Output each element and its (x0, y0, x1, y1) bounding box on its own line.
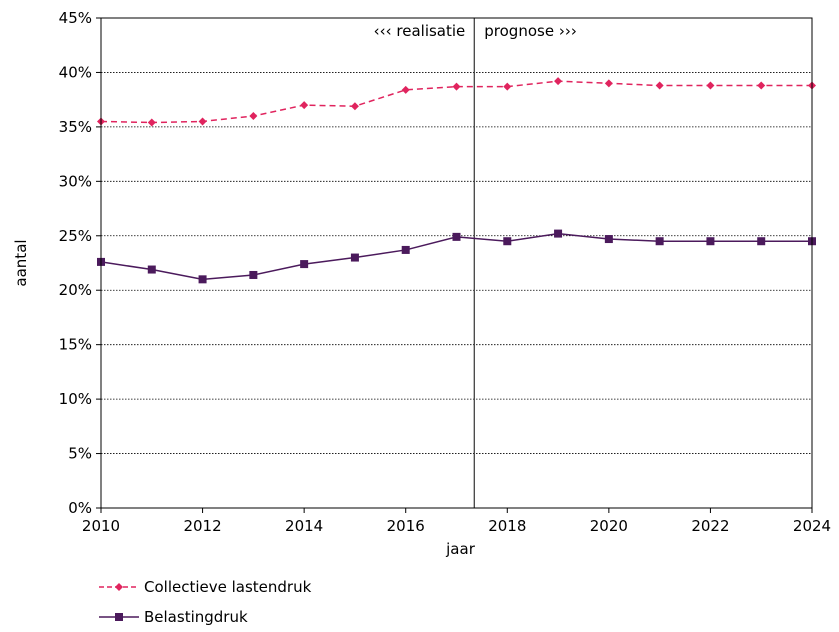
series-layer (97, 77, 816, 284)
x-tick-label: 2016 (387, 517, 425, 535)
data-point (452, 82, 461, 91)
x-tick-label: 2020 (590, 517, 628, 535)
y-tick-label: 25% (59, 227, 92, 245)
data-point (300, 101, 309, 110)
legend-item-collectieve-lastendruk: Collectieve lastendruk (98, 572, 311, 602)
data-point (401, 245, 410, 254)
x-tick-label: 2012 (183, 517, 221, 535)
data-point (147, 265, 156, 274)
data-point (198, 275, 207, 284)
data-point (604, 79, 613, 88)
y-tick-label: 30% (59, 172, 92, 190)
y-tick-label: 10% (59, 390, 92, 408)
y-tick-label: 20% (59, 281, 92, 299)
data-point (350, 253, 359, 262)
data-point (249, 270, 258, 279)
data-point (757, 81, 766, 90)
data-point (554, 229, 563, 238)
data-point (706, 81, 715, 90)
y-tick-label: 5% (68, 445, 92, 463)
legend-swatch-dashed-diamond (99, 583, 139, 591)
data-point (554, 77, 563, 86)
data-point (300, 260, 309, 269)
x-axis-title: jaar (445, 540, 476, 558)
y-tick-label: 45% (59, 9, 92, 27)
annotation-realisatie: ‹‹‹ realisatie (374, 22, 466, 40)
data-point (249, 112, 258, 120)
data-point (503, 82, 512, 91)
y-tick-label: 35% (59, 118, 92, 136)
annotation-prognose: prognose ››› (484, 22, 577, 40)
legend-label: Belastingdruk (144, 608, 248, 626)
legend-label: Collectieve lastendruk (144, 578, 312, 596)
legend: Collectieve lastendruk Belastingdruk (98, 572, 311, 632)
data-point (706, 237, 715, 246)
x-tick-label: 2022 (691, 517, 729, 535)
y-tick-label: 15% (59, 336, 92, 354)
legend-swatch-solid-square (99, 613, 139, 621)
data-point (198, 117, 207, 126)
data-point (655, 237, 664, 246)
y-tick-label: 40% (59, 63, 92, 81)
data-point (604, 235, 613, 244)
data-point (757, 237, 766, 246)
x-tick-label: 2014 (285, 517, 323, 535)
plot-border (100, 17, 813, 509)
x-tick-label: 2010 (82, 517, 120, 535)
data-point (503, 237, 512, 246)
data-point (350, 102, 359, 111)
x-axis-ticks: 2010 2012 2014 2016 2018 2020 2022 2024 (82, 508, 831, 535)
data-point (401, 85, 410, 94)
y-axis-ticks: 0% 5% 10% 15% 20% 25% 30% 35% 40% 45% (59, 9, 101, 517)
legend-item-belastingdruk: Belastingdruk (98, 602, 311, 632)
x-tick-label: 2024 (793, 517, 831, 535)
y-axis-title: aantal (12, 239, 30, 286)
data-point (147, 118, 156, 127)
x-tick-label: 2018 (488, 517, 526, 535)
gridlines (101, 72, 812, 454)
data-point (452, 232, 461, 241)
series-0 (97, 77, 816, 127)
y-tick-label: 0% (68, 499, 92, 517)
series-1 (97, 229, 816, 284)
data-point (655, 81, 664, 90)
